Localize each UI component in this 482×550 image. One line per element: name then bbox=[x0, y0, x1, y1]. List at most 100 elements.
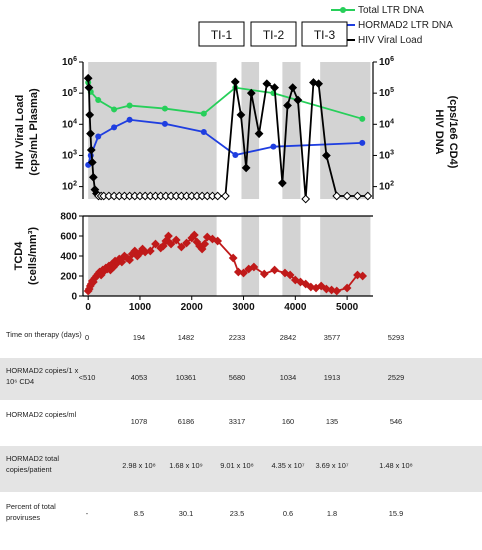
table-cell: 1078 bbox=[130, 417, 148, 426]
tcd4-point bbox=[145, 246, 155, 256]
ti-label-3: TI-3 bbox=[314, 28, 336, 42]
table-cell: 1482 bbox=[177, 333, 195, 342]
hiv-viral-load-point bbox=[241, 163, 251, 173]
hiv-viral-load-point bbox=[192, 191, 202, 201]
table-cell: 10361 bbox=[175, 373, 197, 382]
hiv-viral-load-point bbox=[187, 191, 197, 201]
hiv-viral-load-point bbox=[363, 191, 373, 201]
hiv-viral-load-point bbox=[85, 110, 95, 120]
table-row-label: Time on therapy (days) bbox=[6, 330, 82, 339]
tcd4-point bbox=[166, 239, 176, 249]
tcd4-point bbox=[259, 269, 269, 279]
table-cell: 3.69 x 10⁷ bbox=[315, 461, 349, 470]
table-cell: 1.68 x 10⁹ bbox=[169, 461, 203, 470]
hiv-viral-load-point bbox=[120, 191, 129, 201]
bottom-shade-3 bbox=[282, 216, 301, 296]
hiv-viral-load-point bbox=[270, 83, 279, 93]
tcd4-point bbox=[213, 236, 223, 246]
ti-box-1-frame bbox=[198, 21, 245, 47]
table-row: Percent of total proviruses - 8.5 30.1 23.5 0… bbox=[0, 494, 482, 534]
hiv-viral-load-point bbox=[322, 151, 331, 160]
tcd4-point bbox=[189, 230, 199, 240]
table-cell: 2.98 x 10⁸ bbox=[122, 461, 156, 470]
table-cell: 8.5 bbox=[133, 509, 145, 518]
top-shade-4 bbox=[320, 62, 371, 199]
hiv-viral-load-point bbox=[197, 191, 207, 201]
left-tick-label: 106 bbox=[62, 56, 77, 68]
tcd4-point bbox=[125, 255, 134, 265]
top-left-axis-title-line2: (cps/mL Plasma) bbox=[28, 88, 40, 176]
table-cell: 3317 bbox=[228, 417, 246, 426]
hormad2-ltr-dna-point bbox=[95, 133, 102, 140]
table-cell: 135 bbox=[325, 417, 339, 426]
hormad2-ltr-dna-point bbox=[270, 143, 277, 150]
hiv-viral-load-point bbox=[182, 191, 191, 201]
ti-label-2: TI-2 bbox=[263, 28, 285, 42]
bottom-shade-2 bbox=[241, 216, 260, 296]
x-tick-label: 2000 bbox=[181, 302, 204, 313]
hiv-viral-load-point bbox=[125, 191, 134, 201]
ti-box-3: TI-3 bbox=[301, 21, 348, 47]
legend-label-hormad2: HORMAD2 LTR DNA bbox=[358, 20, 453, 31]
x-tick-label: 4000 bbox=[284, 302, 307, 313]
hiv-viral-load-point bbox=[86, 145, 96, 155]
table-row-label: Percent of total proviruses bbox=[6, 502, 56, 522]
hiv-viral-load-point bbox=[353, 191, 362, 201]
table-cell: 5293 bbox=[387, 333, 405, 342]
right-tick-label: 104 bbox=[379, 118, 394, 130]
tcd4-point bbox=[285, 270, 295, 280]
ti-box-1: TI-1 bbox=[198, 21, 245, 47]
left-tick-label: 105 bbox=[62, 87, 77, 99]
hiv-viral-load-point bbox=[301, 194, 311, 204]
hiv-viral-load-point bbox=[221, 191, 230, 201]
table-cell: 1.48 x 10⁸ bbox=[379, 461, 413, 470]
hiv-viral-load-point bbox=[283, 101, 292, 110]
chart-figure: Total LTR DNA HORMAD2 LTR DNA HIV Viral … bbox=[13, 5, 459, 313]
table-cell: 30.1 bbox=[178, 509, 194, 518]
hiv-viral-load-point bbox=[166, 191, 176, 201]
total-ltr-dna-line bbox=[87, 82, 363, 120]
bottom-panel: 0 200 400 600 800 0 1000 2000 3000 4000 5000 TCD4… bbox=[13, 212, 373, 313]
total-ltr-dna-point bbox=[111, 106, 118, 113]
tcd4-point bbox=[151, 239, 160, 249]
tcd4-point bbox=[182, 238, 191, 248]
hiv-viral-load-point bbox=[135, 191, 145, 201]
y-tick-label: 400 bbox=[60, 252, 77, 263]
hiv-viral-load-point bbox=[104, 191, 114, 201]
hiv-viral-load-point bbox=[236, 110, 246, 120]
tcd4-point bbox=[239, 268, 248, 278]
hiv-viral-load-point bbox=[130, 191, 140, 201]
hormad2-ltr-dna-point bbox=[161, 120, 168, 127]
total-ltr-dna-point bbox=[359, 115, 366, 122]
legend: Total LTR DNA HORMAD2 LTR DNA HIV Viral … bbox=[331, 5, 453, 46]
tcd4-point bbox=[358, 271, 368, 281]
total-ltr-dna-point bbox=[200, 110, 207, 117]
ti-boxes: TI-1 TI-2 TI-3 bbox=[198, 21, 348, 47]
y-tick-label: 800 bbox=[60, 212, 77, 223]
hiv-viral-load-point bbox=[288, 83, 298, 93]
table-cell: 194 bbox=[132, 333, 146, 342]
table-cell: 1.8 bbox=[326, 509, 338, 518]
table-cell: 5680 bbox=[228, 373, 246, 382]
ti-box-3-frame bbox=[301, 21, 348, 47]
bottom-series bbox=[83, 230, 368, 296]
bottom-shade-4 bbox=[320, 216, 371, 296]
top-right-ticks: 102 103 104 105 106 bbox=[373, 56, 394, 193]
table-row: HORMAD2 copies/1 x 10⁶ CD4 <510 4053 10361 5… bbox=[0, 358, 482, 400]
hiv-viral-load-point bbox=[202, 191, 212, 201]
hiv-viral-load-point bbox=[156, 191, 166, 201]
table-cell: 2529 bbox=[387, 373, 405, 382]
top-panel: 102 103 104 105 106 102 103 104 105 106 HIV Vira… bbox=[14, 56, 459, 204]
hiv-viral-load-point bbox=[83, 73, 93, 83]
hiv-viral-load-point bbox=[314, 79, 324, 89]
bottom-y-ticks: 0 200 400 600 800 bbox=[60, 212, 83, 303]
tcd4-point bbox=[301, 279, 311, 289]
hiv-viral-load-point bbox=[151, 191, 160, 201]
top-right-axis-title-line2: (cps/1e6 CD4) bbox=[447, 96, 459, 169]
hiv-viral-load-point bbox=[171, 191, 181, 201]
top-shaded-regions bbox=[88, 62, 371, 199]
left-tick-label: 103 bbox=[62, 149, 77, 161]
total-ltr-dna-point bbox=[95, 97, 102, 104]
hiv-viral-load-point bbox=[145, 191, 155, 201]
table-row-label: HORMAD2 copies/ml bbox=[6, 410, 77, 419]
